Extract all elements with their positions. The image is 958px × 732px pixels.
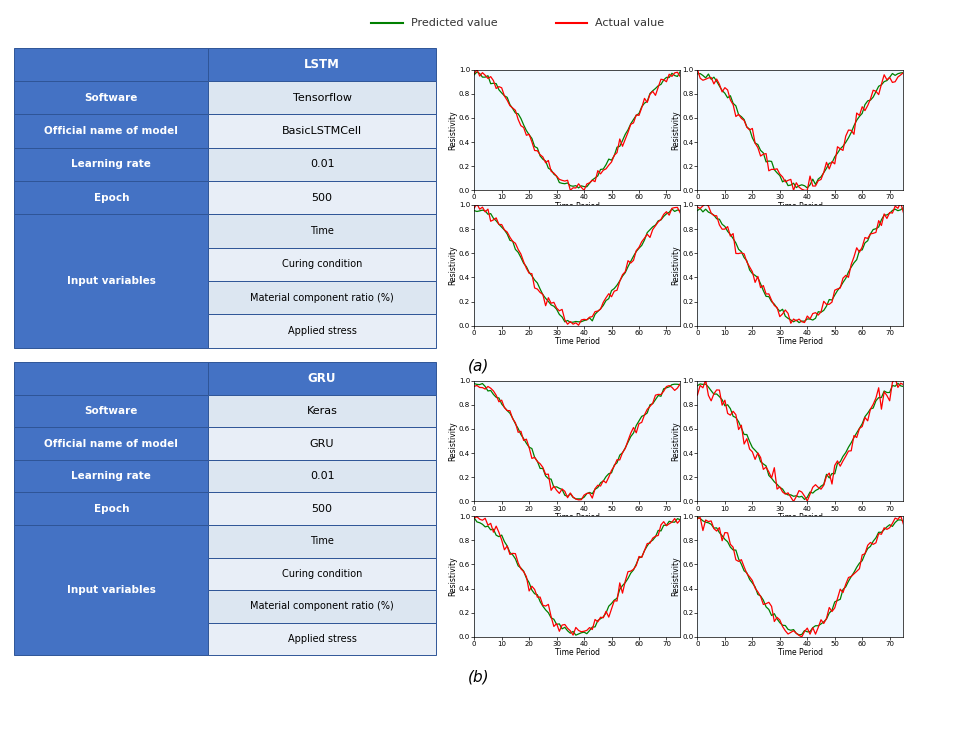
Text: 500: 500 xyxy=(311,504,332,514)
Text: Learning rate: Learning rate xyxy=(72,160,151,169)
Y-axis label: Resistivity: Resistivity xyxy=(672,245,680,285)
Bar xyxy=(14,460,208,493)
Bar xyxy=(208,81,436,114)
Text: Actual value: Actual value xyxy=(595,18,664,28)
Text: GRU: GRU xyxy=(309,438,334,449)
Bar xyxy=(14,395,208,427)
Text: Epoch: Epoch xyxy=(94,193,129,203)
Text: Learning rate: Learning rate xyxy=(72,471,151,481)
X-axis label: Time Period: Time Period xyxy=(778,337,823,346)
Text: Input variables: Input variables xyxy=(67,585,156,595)
Bar xyxy=(14,181,208,214)
Text: Material component ratio (%): Material component ratio (%) xyxy=(250,293,394,302)
Y-axis label: Resistivity: Resistivity xyxy=(672,110,680,150)
Bar xyxy=(14,114,208,148)
Bar xyxy=(208,525,436,558)
X-axis label: Time Period: Time Period xyxy=(778,649,823,657)
Text: LSTM: LSTM xyxy=(304,58,340,71)
Text: Time: Time xyxy=(310,226,334,236)
Text: Curing condition: Curing condition xyxy=(282,259,362,269)
Bar xyxy=(14,148,208,181)
Text: BasicLSTMCell: BasicLSTMCell xyxy=(282,126,362,136)
Bar xyxy=(208,214,436,247)
Bar xyxy=(14,214,208,348)
Y-axis label: Resistivity: Resistivity xyxy=(672,556,680,597)
Bar xyxy=(14,525,208,655)
Text: Curing condition: Curing condition xyxy=(282,569,362,579)
Y-axis label: Resistivity: Resistivity xyxy=(448,421,457,461)
Text: Software: Software xyxy=(84,93,138,102)
Bar xyxy=(208,623,436,655)
Bar xyxy=(208,427,436,460)
X-axis label: Time Period: Time Period xyxy=(778,513,823,522)
Bar xyxy=(208,558,436,590)
Text: GRU: GRU xyxy=(308,372,336,385)
X-axis label: Time Period: Time Period xyxy=(555,337,600,346)
Bar xyxy=(208,247,436,281)
Text: 500: 500 xyxy=(311,193,332,203)
Text: 0.01: 0.01 xyxy=(309,471,334,481)
Text: Official name of model: Official name of model xyxy=(44,126,178,136)
Bar xyxy=(208,590,436,623)
Y-axis label: Resistivity: Resistivity xyxy=(448,245,457,285)
X-axis label: Time Period: Time Period xyxy=(555,649,600,657)
Text: (b): (b) xyxy=(468,670,490,684)
Bar xyxy=(208,48,436,81)
Bar xyxy=(208,395,436,427)
Bar xyxy=(208,460,436,493)
Y-axis label: Resistivity: Resistivity xyxy=(672,421,680,461)
Bar xyxy=(14,48,208,81)
Bar xyxy=(14,81,208,114)
Text: Keras: Keras xyxy=(307,406,337,416)
Text: Time: Time xyxy=(310,537,334,546)
Bar xyxy=(208,114,436,148)
Text: Epoch: Epoch xyxy=(94,504,129,514)
Bar xyxy=(208,362,436,395)
Text: Official name of model: Official name of model xyxy=(44,438,178,449)
Bar xyxy=(14,427,208,460)
Text: 0.01: 0.01 xyxy=(309,160,334,169)
Text: Material component ratio (%): Material component ratio (%) xyxy=(250,602,394,611)
Text: Input variables: Input variables xyxy=(67,276,156,286)
Text: Tensorflow: Tensorflow xyxy=(292,93,352,102)
X-axis label: Time Period: Time Period xyxy=(555,202,600,211)
Bar xyxy=(208,493,436,525)
Text: Applied stress: Applied stress xyxy=(287,634,356,644)
Y-axis label: Resistivity: Resistivity xyxy=(448,110,457,150)
X-axis label: Time Period: Time Period xyxy=(555,513,600,522)
X-axis label: Time Period: Time Period xyxy=(778,202,823,211)
Bar xyxy=(208,148,436,181)
Text: Software: Software xyxy=(84,406,138,416)
Bar xyxy=(208,314,436,348)
Bar xyxy=(208,181,436,214)
Text: (a): (a) xyxy=(468,359,490,373)
Text: Predicted value: Predicted value xyxy=(411,18,497,28)
Text: Applied stress: Applied stress xyxy=(287,326,356,336)
Bar xyxy=(14,362,208,395)
Y-axis label: Resistivity: Resistivity xyxy=(448,556,457,597)
Bar xyxy=(14,493,208,525)
Bar xyxy=(208,281,436,314)
